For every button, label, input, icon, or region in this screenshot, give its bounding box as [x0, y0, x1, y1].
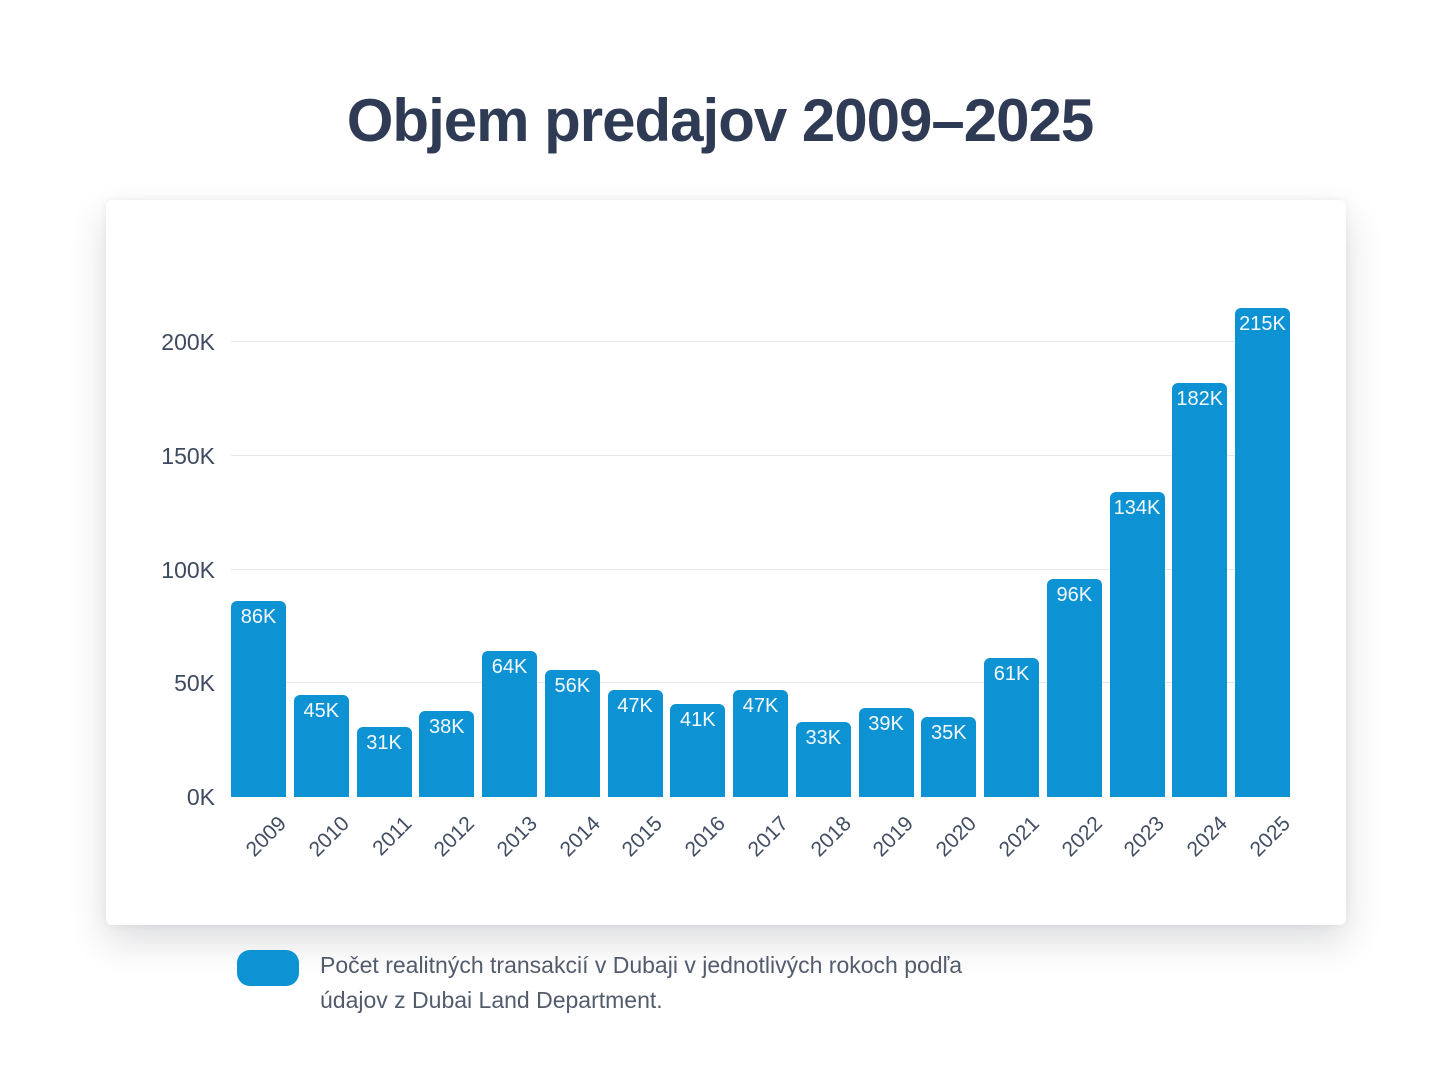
plot-area: 86K 45K 31K 38K 64K 56K 47K 41K 47K 33K 39K 35K 61K 9…	[231, 287, 1290, 797]
bar-2011: 31K	[356, 726, 412, 797]
bar-2018: 33K	[795, 721, 851, 797]
bar-value-label: 47K	[617, 695, 653, 718]
legend-swatch	[237, 950, 299, 986]
bar-2021: 61K	[984, 658, 1039, 797]
x-axis-slot: 2013	[482, 800, 541, 890]
y-axis-tick-label: 200K	[161, 329, 215, 356]
bar-value-label: 215K	[1239, 313, 1286, 336]
bar-2010: 45K	[293, 694, 349, 797]
legend: Počet realitných transakcií v Dubaji v j…	[237, 948, 962, 1018]
legend-label-line-2: údajov z Dubai Land Department.	[320, 987, 663, 1013]
bar-value-label: 47K	[742, 695, 779, 718]
x-axis-slot: 2012	[419, 800, 479, 890]
x-axis-slot: 2015	[608, 800, 667, 890]
bar-2017: 47K	[733, 690, 788, 797]
x-axis-slot: 2009	[231, 800, 290, 890]
x-axis-tick-label: 2012	[429, 812, 480, 862]
bar-value-label: 38K	[428, 715, 465, 738]
x-axis-tick-label: 2014	[555, 812, 605, 862]
x-axis-tick-label: 2022	[1057, 812, 1107, 862]
bar-value-label: 56K	[554, 674, 591, 697]
bar-value-label: 31K	[366, 731, 402, 754]
x-axis-slot: 2020	[921, 800, 981, 890]
bar-value-label: 86K	[240, 606, 277, 629]
x-axis-slot: 2025	[1235, 800, 1294, 890]
y-axis-tick-label: 100K	[161, 556, 215, 583]
bar-2012: 38K	[419, 710, 475, 797]
x-axis-slot: 2023	[1110, 800, 1169, 890]
bar-value-label: 35K	[930, 722, 967, 745]
x-axis-tick-label: 2017	[743, 812, 793, 862]
legend-label: Počet realitných transakcií v Dubaji v j…	[320, 948, 962, 1018]
bar-2009: 86K	[231, 601, 286, 797]
x-axis-slot: 2021	[984, 800, 1043, 890]
x-axis-slot: 2017	[733, 800, 792, 890]
x-axis-slot: 2022	[1047, 800, 1106, 890]
x-axis-tick-label: 2009	[241, 812, 291, 862]
bar-value-label: 41K	[679, 708, 716, 731]
x-axis-slot: 2024	[1172, 800, 1232, 890]
x-axis-tick-label: 2016	[680, 812, 731, 862]
x-axis-tick-label: 2020	[931, 812, 982, 862]
bar-2024: 182K	[1172, 383, 1228, 797]
bar-value-label: 134K	[1113, 497, 1161, 520]
bar-2014: 56K	[544, 669, 600, 797]
bar-value-label: 61K	[993, 663, 1030, 686]
x-axis-tick-label: 2011	[368, 812, 417, 861]
gridline-area	[231, 287, 1290, 797]
bar-2013: 64K	[482, 651, 537, 797]
page-title: Objem predajov 2009–2025	[346, 87, 1094, 154]
x-axis-slot: 2019	[859, 800, 918, 890]
x-axis-tick-label: 2018	[806, 812, 856, 862]
bar-value-label: 64K	[491, 656, 528, 679]
x-axis-slot: 2018	[796, 800, 855, 890]
bar-value-label: 182K	[1176, 388, 1224, 411]
bar-2025: 215K	[1235, 308, 1290, 797]
legend-label-line-1: Počet realitných transakcií v Dubaji v j…	[320, 952, 963, 978]
x-axis-slot: 2011	[357, 800, 416, 890]
bar-2016: 41K	[670, 703, 726, 797]
bar-value-label: 39K	[868, 713, 904, 736]
x-axis-tick-label: 2010	[304, 812, 354, 862]
x-axis-slot: 2016	[670, 800, 730, 890]
x-axis-tick-label: 2021	[994, 812, 1044, 862]
y-axis-tick-label: 50K	[174, 670, 215, 697]
bar-2022: 96K	[1046, 578, 1102, 797]
gridline	[231, 682, 1290, 684]
gridline	[231, 568, 1290, 570]
y-axis-tick-label: 0K	[186, 784, 215, 810]
bar-value-label: 45K	[303, 699, 340, 722]
chart-card: 86K 45K 31K 38K 64K 56K 47K 41K 47K 33K 39K 35K 61K 9…	[106, 200, 1346, 925]
bar-2015: 47K	[607, 690, 663, 797]
x-axis-tick-label: 2024	[1182, 812, 1233, 862]
bar-2020: 35K	[921, 717, 977, 797]
x-axis: 2009 2010 2011 2012 2013 2014 2015 2016 2017 2018…	[231, 800, 1294, 890]
bar-value-label: 96K	[1056, 583, 1093, 606]
y-axis-tick-label: 150K	[161, 442, 215, 469]
x-axis-tick-label: 2025	[1245, 812, 1295, 862]
x-axis-tick-label: 2023	[1119, 812, 1170, 862]
bar-value-label: 33K	[805, 726, 842, 749]
x-axis-slot: 2010	[294, 800, 353, 890]
gridline	[231, 341, 1290, 343]
bar-2023: 134K	[1109, 492, 1165, 797]
bar-2019: 39K	[858, 708, 914, 797]
x-axis-tick-label: 2013	[492, 812, 542, 862]
x-axis-tick-label: 2015	[617, 812, 668, 862]
x-axis-slot: 2014	[545, 800, 604, 890]
gridline	[231, 454, 1290, 456]
x-axis-tick-label: 2019	[868, 812, 919, 862]
